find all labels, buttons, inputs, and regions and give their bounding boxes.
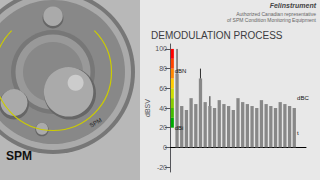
svg-text:100: 100 [155,45,167,52]
svg-text:60: 60 [159,85,167,92]
svg-text:dBC: dBC [297,95,309,101]
svg-text:SPM: SPM [6,149,32,163]
svg-text:SPM: SPM [88,117,102,129]
svg-text:dBN: dBN [175,68,187,74]
svg-text:of SPM Condition Monitoring Eq: of SPM Condition Monitoring Equipment [227,17,317,23]
svg-text:Authorized Canadian representa: Authorized Canadian representative [236,10,316,17]
svg-text:-20: -20 [157,164,167,171]
svg-text:40: 40 [159,105,167,112]
svg-text:0: 0 [163,144,167,151]
svg-text:dBSV: dBSV [144,99,151,117]
svg-text:Felinstrument: Felinstrument [270,2,317,9]
svg-text:20: 20 [159,124,167,131]
svg-text:80: 80 [159,65,167,72]
svg-text:dBi: dBi [175,125,184,131]
svg-text:DEMODULATION PROCESS: DEMODULATION PROCESS [151,30,283,41]
svg-text:t: t [297,130,299,136]
